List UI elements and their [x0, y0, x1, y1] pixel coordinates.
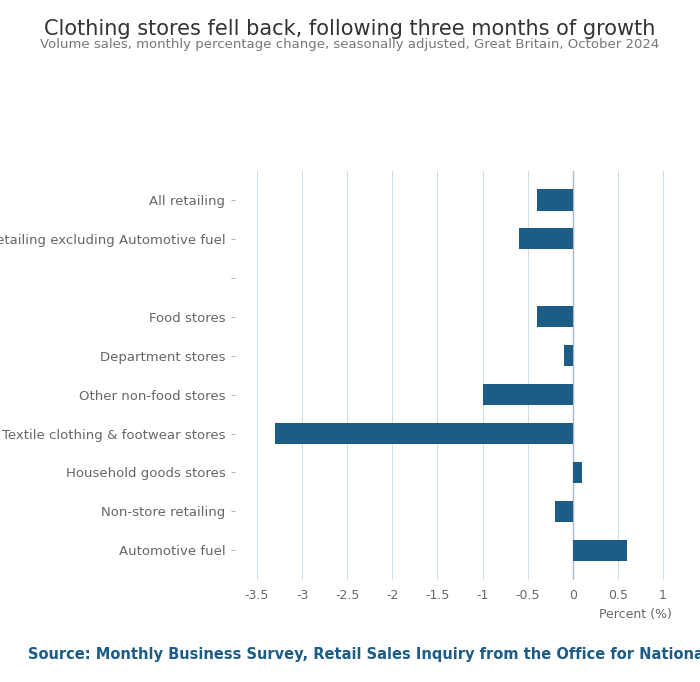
Bar: [554, 501, 573, 522]
Bar: [573, 539, 627, 561]
Bar: [482, 384, 573, 405]
Text: Clothing stores fell back, following three months of growth: Clothing stores fell back, following thr…: [44, 19, 656, 39]
Text: Volume sales, monthly percentage change, seasonally adjusted, Great Britain, Oct: Volume sales, monthly percentage change,…: [41, 38, 659, 50]
Bar: [573, 462, 582, 483]
X-axis label: Percent (%): Percent (%): [599, 608, 672, 621]
Bar: [537, 306, 573, 327]
Bar: [519, 228, 573, 250]
Bar: [275, 423, 573, 444]
Bar: [537, 189, 573, 211]
Bar: [564, 345, 573, 366]
Text: Source: Monthly Business Survey, Retail Sales Inquiry from the Office for Nation: Source: Monthly Business Survey, Retail …: [28, 647, 700, 662]
